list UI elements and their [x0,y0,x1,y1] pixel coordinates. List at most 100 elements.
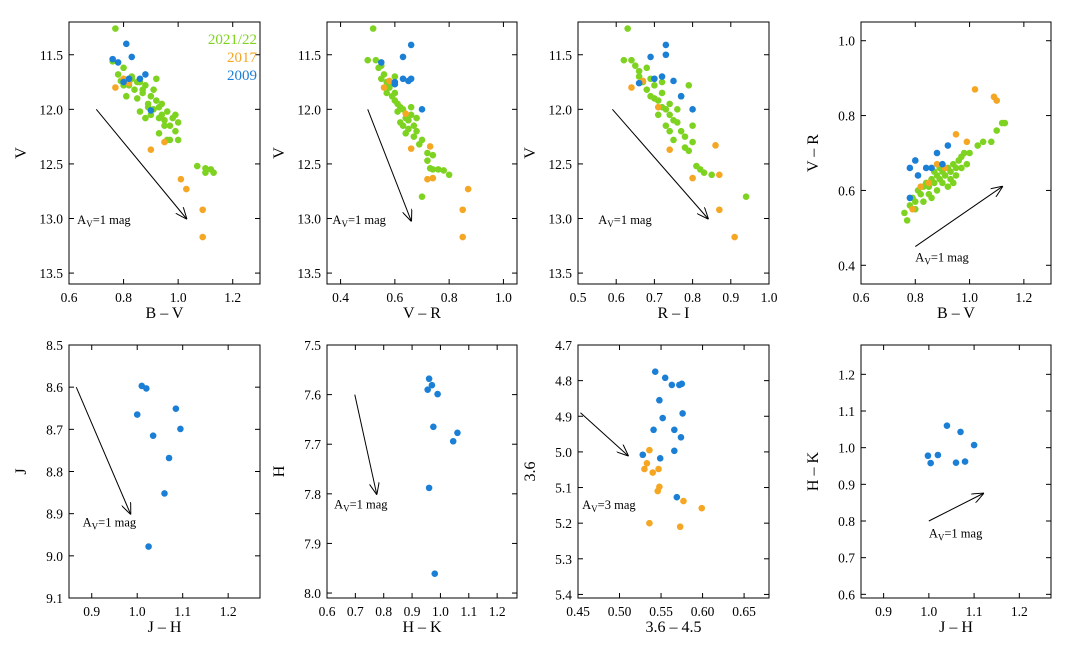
data-point-2017 [689,174,696,182]
data-point-2021-22 [666,111,673,119]
data-point-2021-22 [372,56,380,64]
data-point-2017 [177,175,185,183]
data-point-2009 [656,396,663,404]
data-point-2021-22 [383,89,391,97]
data-point-2017 [646,446,653,454]
data-point-2009 [425,484,433,492]
y-tick-label: 1.2 [838,367,855,382]
data-point-2021-22 [429,151,437,159]
x-tick-label: 1.0 [432,604,449,619]
data-point-2017 [909,205,916,213]
data-point-2009 [454,429,461,437]
data-point-2021-22 [172,127,179,135]
data-point-2009 [407,41,415,49]
data-point-2021-22 [172,111,179,119]
x-tick-label: 1.1 [966,604,983,619]
data-point-2017 [199,233,206,241]
data-point-2009 [165,454,173,462]
data-point-2021-22 [689,122,696,130]
y-axis-label: V [13,147,30,159]
data-point-2021-22 [413,114,420,122]
data-point-2009 [661,374,669,382]
data-point-2009 [177,425,184,433]
data-point-2009 [679,410,686,417]
x-tick-label: 0.55 [649,604,673,619]
data-point-2009 [407,75,415,83]
data-point-2017 [655,465,662,473]
data-point-2009 [944,142,952,149]
x-tick-label: 1.0 [961,290,978,305]
y-tick-label: 13.5 [548,266,572,281]
extinction-label: AV=1 mag [334,498,388,514]
data-point-2009 [430,423,437,431]
data-point-2021-22 [394,108,401,115]
legend-entry-2017: 2017 [227,50,258,66]
data-point-2021-22 [136,108,144,115]
data-point-2021-22 [993,127,1001,134]
data-point-2021-22 [658,78,666,86]
data-point-2009 [145,543,152,550]
extinction-label-main: A [929,527,938,541]
plot-frame [68,21,261,285]
data-point-2021-22 [131,86,138,93]
y-tick-label: 9.0 [46,549,63,564]
legend-entry-2021-22: 2021/22 [208,32,257,48]
data-point-2021-22 [952,164,960,172]
data-point-2021-22 [202,169,209,176]
extinction-label-suffix: =1 mag [348,213,387,227]
data-point-2009 [656,455,664,462]
data-point-2009 [449,437,457,445]
data-point-2017 [429,174,437,182]
data-point-2021-22 [133,95,141,102]
x-tick-label: 1.0 [170,290,187,305]
data-point-2009 [928,164,935,172]
x-tick-label: 1.2 [220,604,237,619]
extinction-arrow [75,386,130,514]
data-point-2021-22 [424,157,431,164]
x-axis-label: B – V [937,305,975,322]
y-tick-label: 12.0 [39,102,63,117]
x-tick-label: 0.6 [608,290,625,305]
data-point-2009 [428,381,436,389]
panel-p5: 0.9 1.0 1.1 1.2 8.5 8.6 8.7 8.8 8.9 9.0 9.1 J – H J A… [13,338,261,636]
data-point-2021-22 [930,179,938,187]
y-tick-label: 12.0 [297,102,321,117]
plot-frame [860,21,1052,285]
x-tick-label: 0.8 [375,604,392,619]
data-point-2009 [109,55,116,63]
data-point-2009 [399,53,407,61]
data-point-2021-22 [635,67,643,75]
x-tick-label: 1.2 [489,604,506,619]
data-point-2021-22 [620,56,628,64]
data-point-2009 [123,40,130,48]
data-point-2021-22 [114,71,122,78]
data-point-2021-22 [407,111,415,119]
x-tick-label: 0.45 [566,604,590,619]
y-tick-label: 5.1 [555,481,572,496]
extinction-label-sub: V [86,219,93,229]
data-point-2009 [934,451,942,459]
data-point-2021-22 [153,97,160,104]
data-point-2017 [680,497,687,505]
extinction-label-main: A [332,213,341,227]
y-tick-label: 4.9 [555,409,572,424]
data-point-2021-22 [643,86,651,93]
y-axis-label: V [522,147,539,159]
plot-frame [326,21,518,285]
extinction-label-sub: V [924,257,931,267]
data-point-2017 [712,142,719,149]
panel-p3: 0.5 0.6 0.7 0.8 0.9 1.0 11.5 12.0 12.5 13.0 13.5 R … [522,21,778,322]
data-point-2009 [650,426,657,434]
data-point-2017 [917,183,925,190]
extinction-label-suffix: =1 mag [931,251,970,265]
data-point-2009 [418,106,426,113]
data-point-2021-22 [939,179,946,187]
y-tick-label: 4.8 [555,374,572,389]
x-tick-label: 0.9 [404,604,421,619]
data-point-2009 [651,75,658,83]
data-point-2017 [676,523,684,531]
data-point-2009 [143,385,150,392]
x-axis-label: V – R [403,305,441,322]
y-tick-label: 0.8 [838,109,855,124]
data-point-2009 [125,75,133,83]
